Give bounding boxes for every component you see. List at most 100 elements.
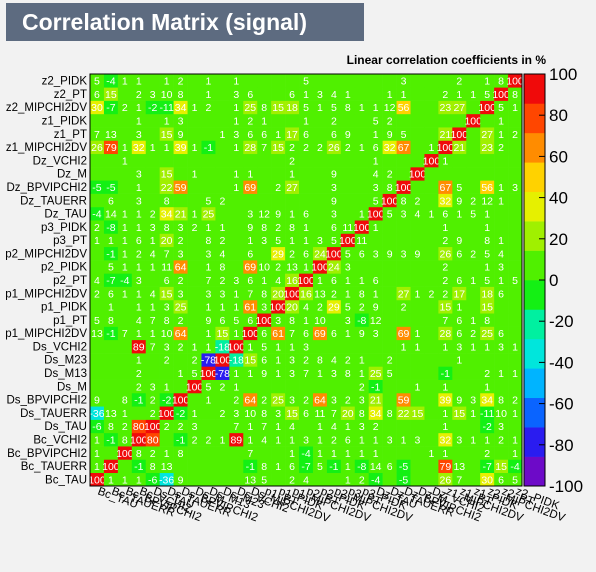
heatmap-cell	[257, 432, 272, 447]
cell-value-label: 2	[470, 248, 476, 260]
heatmap-cell	[299, 459, 314, 474]
heatmap-cell	[438, 299, 453, 314]
cell-value-label: 100	[269, 302, 287, 314]
heatmap-cell	[354, 246, 370, 261]
cell-value-label: 5	[512, 275, 518, 287]
heatmap-cell	[243, 180, 258, 194]
cell-value-label: 15	[286, 408, 298, 420]
cell-value-label: 2	[289, 142, 295, 154]
cell-value-label: 1	[275, 421, 281, 433]
heatmap-cell	[145, 74, 160, 88]
heatmap-cell	[131, 206, 147, 221]
cell-value-label: 1	[512, 102, 518, 114]
heatmap-cell	[466, 446, 481, 460]
heatmap-cell	[145, 206, 160, 221]
heatmap-cell	[508, 419, 523, 434]
heatmap-cell	[410, 127, 425, 141]
heatmap-cell	[90, 113, 105, 128]
heatmap-cell	[103, 392, 119, 407]
cell-value-label: 12	[384, 102, 396, 114]
cell-value-label: 28	[244, 142, 256, 154]
cell-value-label: 6	[303, 248, 309, 260]
y-tick-label: Ds_M23	[44, 355, 87, 367]
cell-value-label: -4	[510, 461, 519, 473]
heatmap-cell	[312, 326, 328, 341]
heatmap-cell	[173, 140, 188, 155]
heatmap-cell	[145, 339, 160, 354]
cell-value-label: 1	[456, 89, 462, 101]
heatmap-cell	[424, 140, 439, 155]
heatmap-cell	[480, 299, 495, 314]
heatmap-cell	[271, 140, 286, 155]
cell-value-label: 1	[345, 448, 351, 460]
x-axis-labels: Bc_TAUBc_TAUERRBc_BPVIPCHI2Bc_VCHI2Ds_TA…	[96, 486, 567, 526]
heatmap-cell	[285, 87, 300, 101]
heatmap-cell	[243, 233, 258, 248]
heatmap-cell	[201, 313, 216, 327]
cell-value-label: 1	[345, 89, 351, 101]
heatmap-cell	[508, 140, 523, 155]
y-tick-label: z1_PT	[54, 129, 87, 141]
heatmap-cell	[438, 233, 453, 248]
cell-value-label: 1	[122, 235, 128, 247]
heatmap-cell	[229, 366, 244, 380]
heatmap-cell	[201, 127, 216, 141]
heatmap-cell	[131, 87, 147, 101]
cell-value-label: 1	[94, 448, 100, 460]
heatmap-cell	[312, 313, 328, 327]
cell-value-label: 20	[342, 408, 354, 420]
heatmap-cell	[271, 339, 286, 354]
heatmap-cell	[90, 419, 105, 434]
heatmap-cell	[145, 140, 160, 155]
heatmap-cell	[229, 419, 244, 434]
cell-value-label: 27	[398, 288, 410, 300]
heatmap-cell	[103, 206, 119, 221]
heatmap-cell	[117, 127, 133, 141]
colorbar-segment	[524, 162, 545, 193]
cell-value-label: 13	[314, 288, 326, 300]
heatmap-cell	[117, 353, 133, 367]
cell-value-label: 1	[345, 275, 351, 287]
heatmap-cell	[159, 353, 174, 367]
cell-value-label: 13	[91, 328, 103, 340]
heatmap-cell	[145, 260, 160, 274]
heatmap-cell	[285, 392, 300, 407]
heatmap-cell	[271, 432, 286, 447]
heatmap-cell	[354, 313, 370, 327]
heatmap-cell	[452, 167, 467, 181]
heatmap-cell	[145, 313, 160, 327]
heatmap-cell	[131, 113, 147, 128]
colorbar-segment	[524, 309, 545, 340]
heatmap-cell	[131, 313, 147, 327]
cell-value-label: 3	[373, 328, 379, 340]
heatmap-cell	[438, 366, 453, 380]
heatmap-cell	[508, 353, 523, 367]
heatmap-cell	[299, 419, 314, 434]
heatmap-cell	[382, 74, 397, 88]
heatmap-cell	[494, 153, 509, 168]
cell-value-label: 8	[387, 182, 393, 194]
cell-value-label: 1	[275, 129, 281, 141]
heatmap-cell	[312, 167, 328, 181]
heatmap-cell	[424, 472, 439, 487]
cell-value-label: 1	[178, 368, 184, 380]
heatmap-cell	[285, 299, 300, 314]
heatmap-cell	[145, 406, 160, 420]
heatmap-cell	[354, 87, 370, 101]
heatmap-cell	[215, 260, 230, 274]
heatmap-cell	[117, 459, 133, 474]
heatmap-cell	[299, 233, 314, 248]
cell-value-label: 2	[442, 89, 448, 101]
cell-value-label: 6	[247, 315, 253, 327]
cell-value-label: 3	[387, 434, 393, 446]
heatmap-cell	[285, 260, 300, 274]
cell-value-label: 1	[345, 421, 351, 433]
heatmap-cell	[103, 220, 119, 234]
cell-value-label: -5	[399, 461, 408, 473]
cell-value-label: 6	[498, 474, 504, 486]
heatmap-cell	[159, 113, 174, 128]
cell-value-label: 1	[136, 209, 142, 221]
heatmap-cell	[368, 446, 383, 460]
heatmap-cell	[410, 246, 425, 261]
